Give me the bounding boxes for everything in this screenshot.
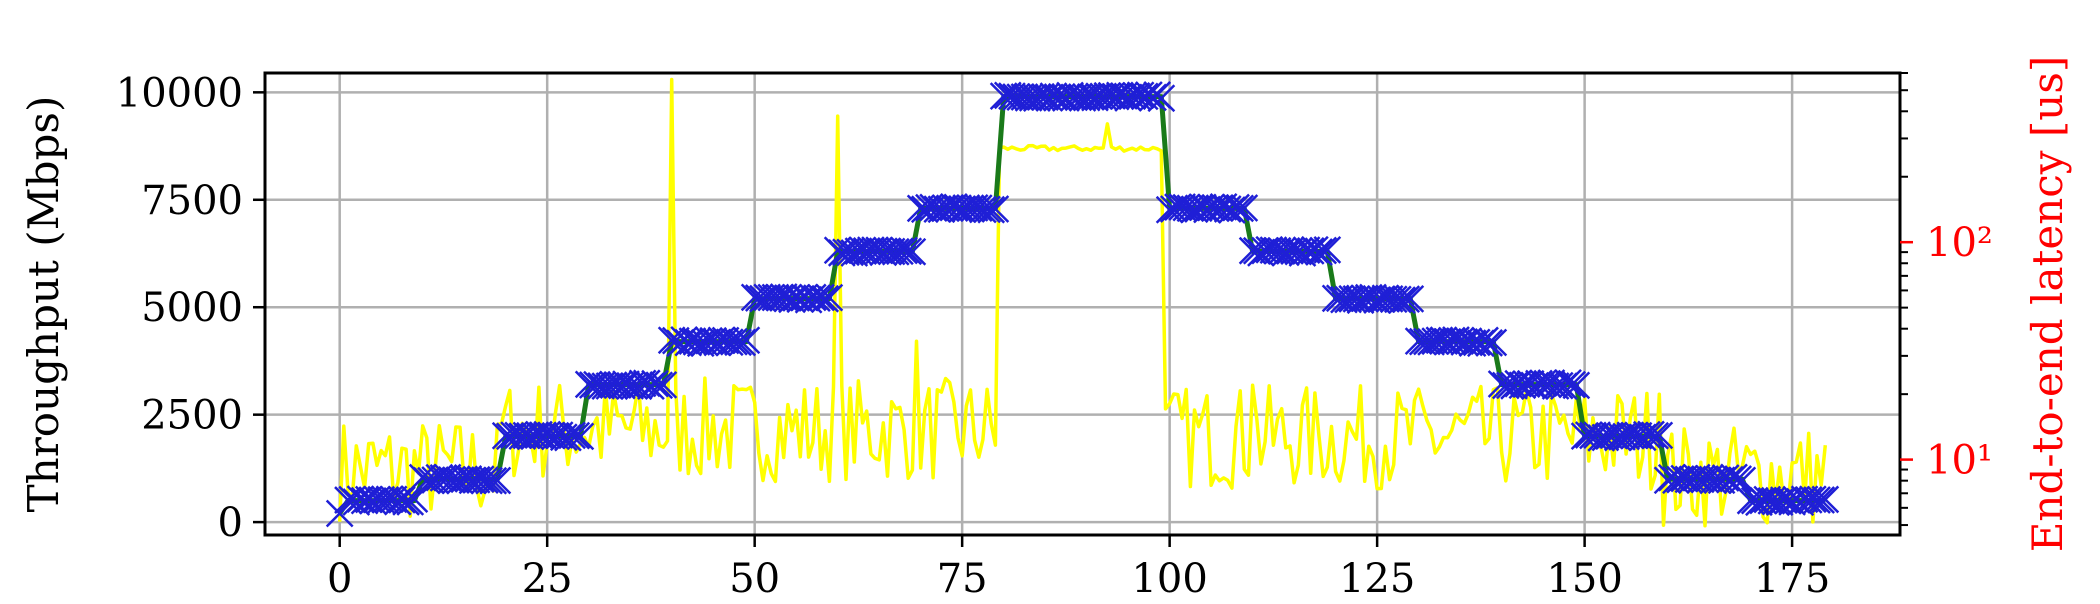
throughput-marker [475, 466, 503, 495]
throughput-marker [616, 371, 645, 400]
throughput-marker [562, 421, 591, 450]
throughput-marker [1301, 235, 1329, 264]
throughput-marker [894, 237, 923, 266]
throughput-marker [886, 237, 914, 266]
throughput-marker [558, 421, 586, 450]
throughput-marker [811, 284, 840, 313]
throughput-marker [807, 283, 835, 312]
throughput-marker [1641, 421, 1670, 450]
throughput-marker [554, 423, 582, 452]
throughput-marker [471, 466, 499, 494]
throughput-marker [720, 327, 748, 356]
throughput-marker [1558, 370, 1587, 399]
throughput-marker [1255, 235, 1284, 264]
throughput-marker [1720, 463, 1748, 492]
throughput-marker [1147, 84, 1176, 113]
throughput-marker [479, 466, 508, 495]
throughput-marker [645, 371, 674, 400]
throughput-marker [1807, 486, 1836, 514]
throughput-marker [1226, 194, 1255, 223]
axes: 0 25 50 75 100 125 150 175 0 2500 5000 7500 10000 10¹… [116, 70, 1993, 602]
throughput-marker [1811, 485, 1840, 514]
y-tick-label: 7500 [141, 178, 243, 224]
throughput-marker [969, 195, 997, 224]
throughput-marker [1637, 420, 1665, 449]
throughput-marker [1803, 486, 1831, 514]
throughput-marker [973, 195, 1001, 224]
throughput-marker [383, 487, 412, 516]
y-tick-label: 5000 [141, 285, 243, 331]
throughput-marker [724, 328, 752, 357]
throughput-marker [1305, 238, 1333, 266]
throughput-marker [890, 236, 918, 265]
throughput-marker [1765, 488, 1794, 516]
throughput-marker [977, 195, 1006, 224]
y-axis-label: Throughput (Mbps) [19, 96, 68, 513]
y2-axis-label: End-to-end latency [us] [2023, 56, 2072, 553]
throughput-marker [649, 371, 678, 399]
throughput-marker [1554, 369, 1582, 397]
throughput-marker [1645, 421, 1674, 450]
plot-frame [263, 71, 1902, 537]
throughput-marker [1193, 195, 1221, 224]
throughput-marker [732, 326, 761, 355]
latency-series-line [337, 77, 1828, 528]
y-tick-label: 10000 [116, 70, 243, 116]
throughput-marker [1392, 285, 1421, 313]
throughput-marker [1562, 371, 1591, 400]
throughput-marker [1703, 466, 1732, 495]
throughput-marker [1383, 285, 1412, 314]
x-tick-label: 125 [1339, 556, 1415, 600]
throughput-marker [728, 328, 757, 357]
throughput-marker [981, 195, 1010, 223]
throughput-marker [803, 284, 831, 312]
throughput-marker [1798, 485, 1827, 514]
throughput-marker [417, 466, 445, 495]
x-tick-label: 150 [1546, 556, 1622, 600]
throughput-marker [379, 485, 408, 514]
throughput-marker [1632, 420, 1661, 449]
throughput-marker [566, 422, 595, 451]
x-tick-label: 75 [937, 556, 988, 600]
throughput-marker [1313, 235, 1342, 264]
throughput-marker [483, 466, 512, 495]
throughput-marker [641, 369, 669, 398]
throughput-marker [815, 283, 844, 312]
throughput-marker [1475, 329, 1504, 357]
throughput-marker [1724, 465, 1753, 493]
throughput-marker [1396, 284, 1425, 313]
x-tick-label: 100 [1131, 556, 1207, 600]
x-tick-label: 0 [327, 556, 352, 600]
x-tick-label: 175 [1754, 556, 1830, 600]
throughput-marker [1504, 369, 1533, 398]
y2-tick-label: 10² [1926, 220, 1993, 266]
throughput-marker [1479, 328, 1508, 357]
throughput-marker [1222, 193, 1250, 222]
throughput-marker [898, 237, 927, 266]
plot-series [325, 77, 1840, 528]
throughput-marker [1309, 236, 1338, 265]
y2-tick-label: 10¹ [1926, 438, 1993, 484]
x-tick-label: 50 [729, 556, 780, 600]
y-tick-label: 2500 [141, 393, 243, 439]
throughput-marker [1388, 286, 1416, 314]
y-tick-label: 0 [218, 500, 243, 546]
throughput-marker [1533, 369, 1562, 398]
x-tick-label: 25 [522, 556, 573, 600]
throughput-marker [1230, 194, 1259, 222]
throughput-marker [429, 463, 458, 492]
throughput-markers [325, 81, 1840, 528]
